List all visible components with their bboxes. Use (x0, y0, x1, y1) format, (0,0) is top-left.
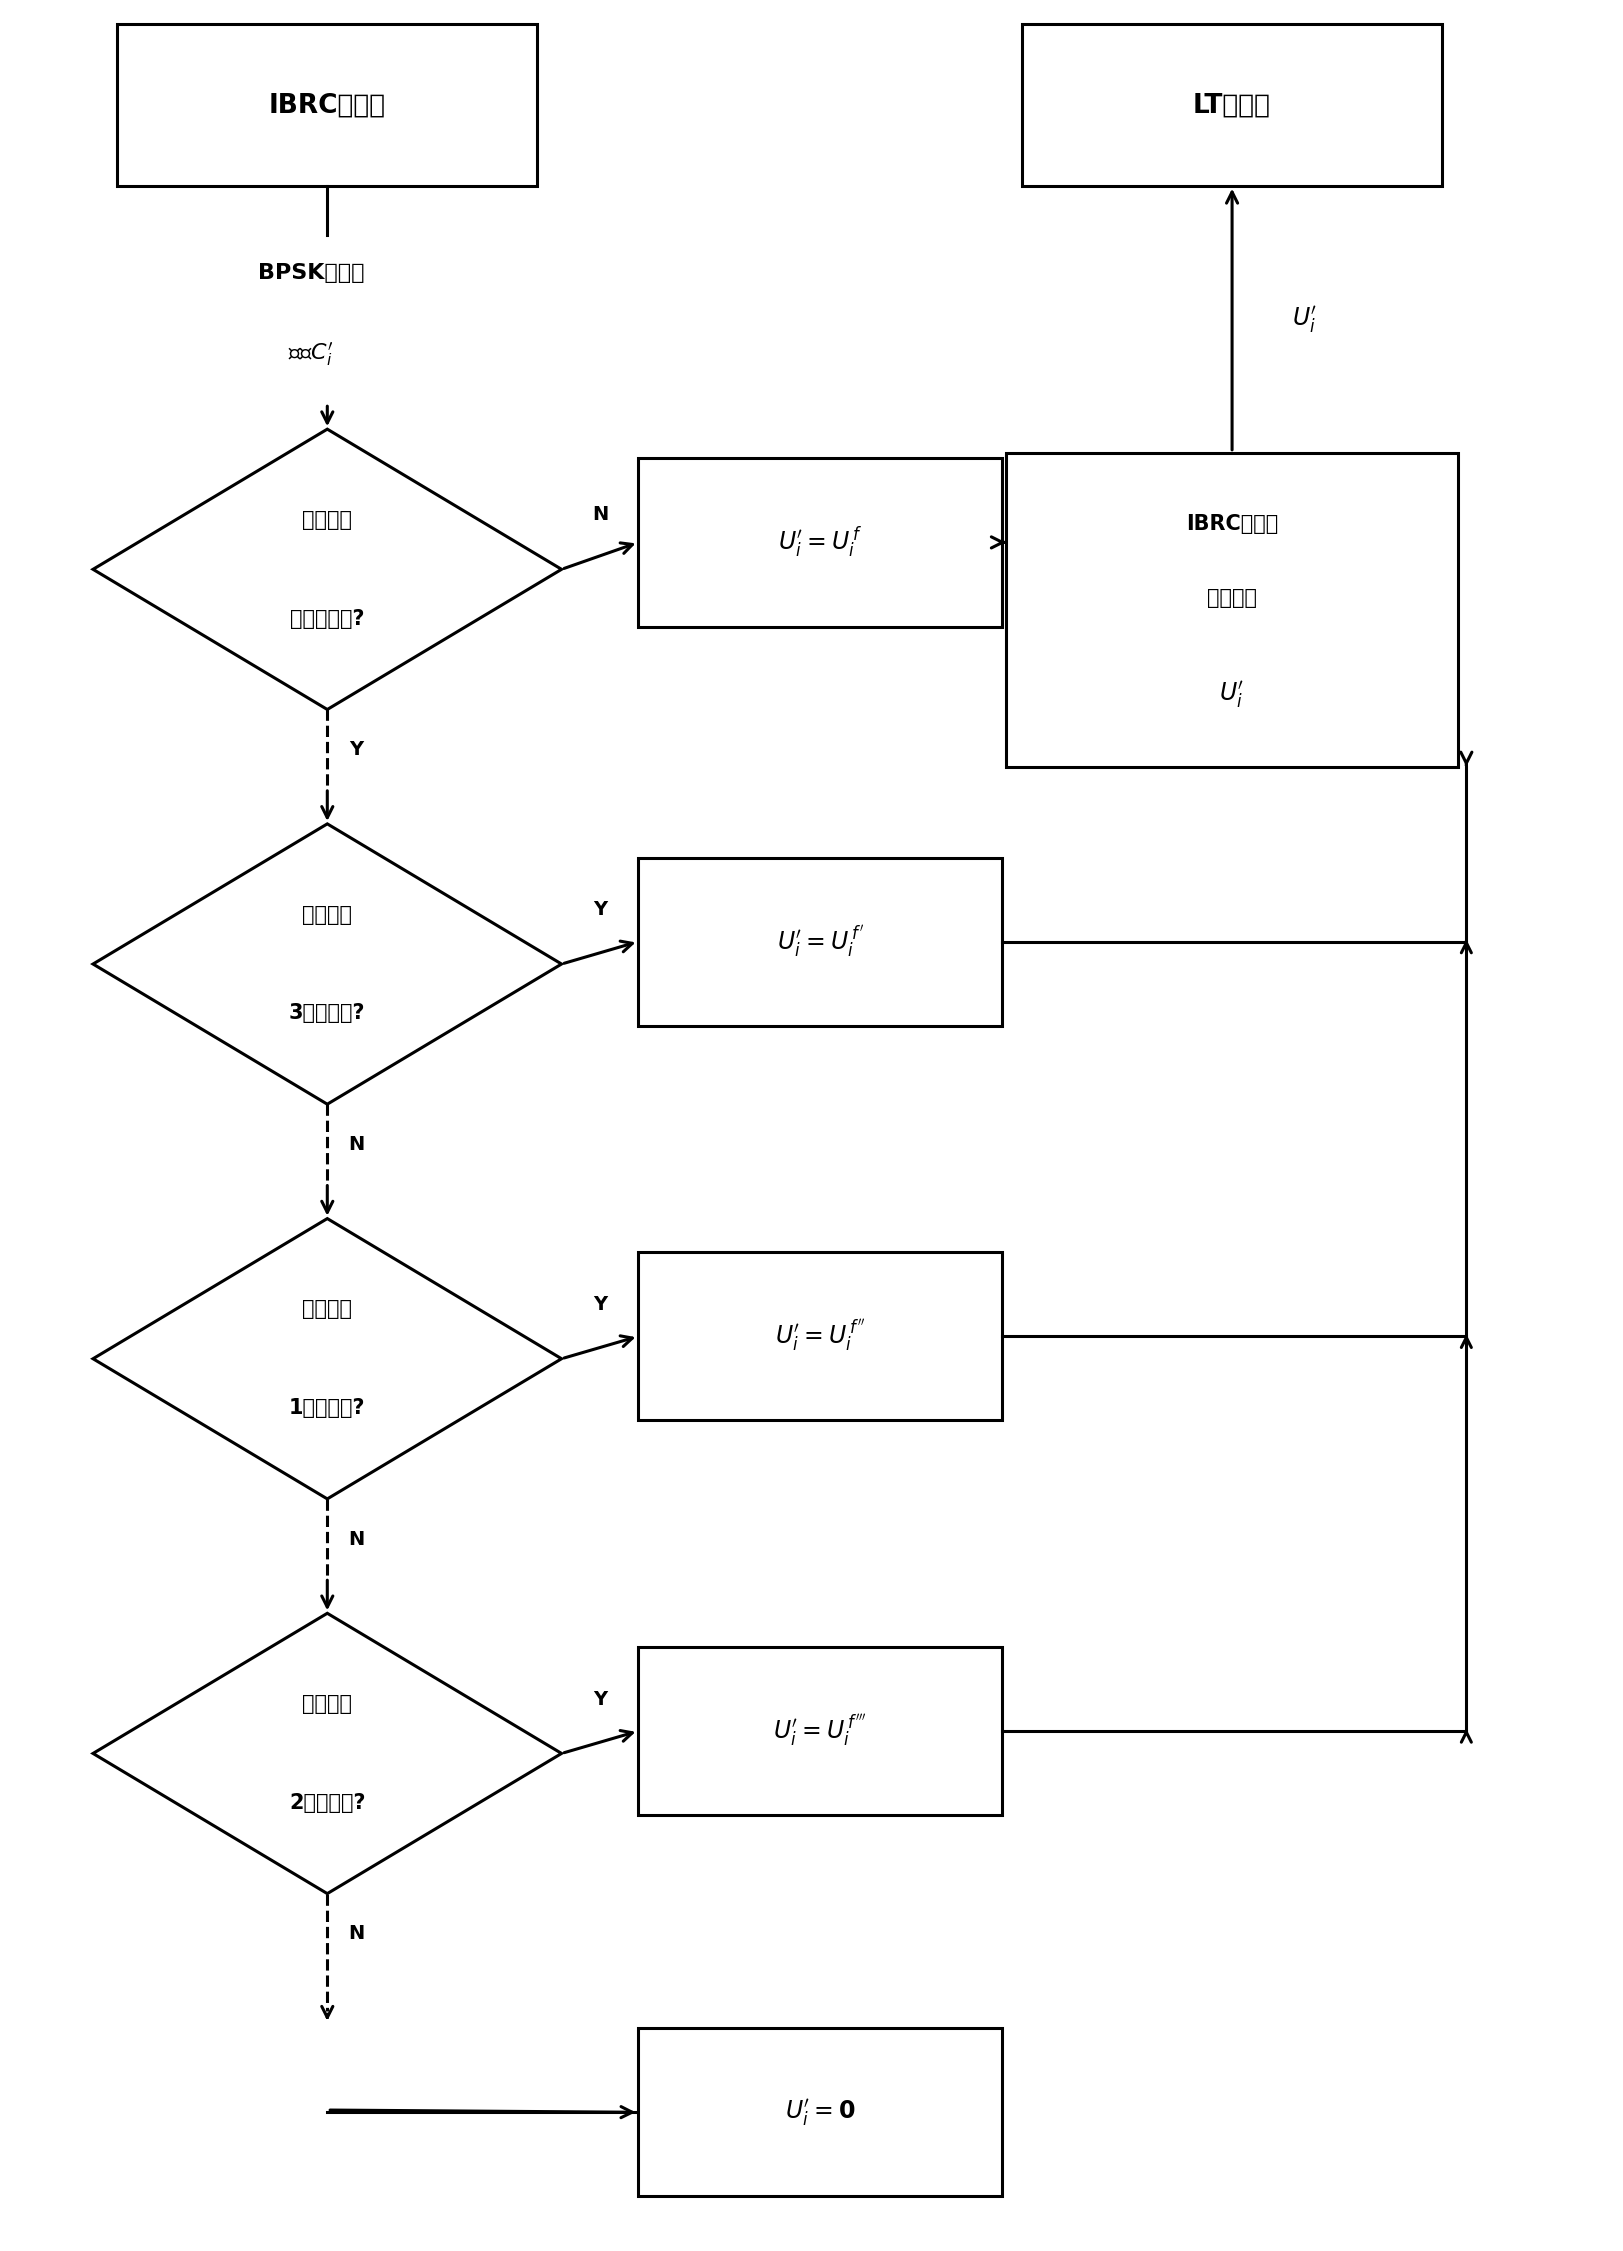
Text: 得到$C_i'$: 得到$C_i'$ (287, 340, 334, 367)
Text: BPSK解调，: BPSK解调， (258, 263, 364, 284)
Bar (1021, 25, 1441, 187)
Text: Y: Y (592, 1294, 607, 1315)
Text: $U_i' = U_i^{\,f'}$: $U_i' = U_i^{\,f'}$ (776, 923, 863, 959)
Text: 码字包含: 码字包含 (302, 1299, 352, 1319)
Text: N: N (347, 1925, 364, 1943)
Polygon shape (93, 1218, 562, 1499)
Text: IBRC解码器: IBRC解码器 (268, 92, 386, 117)
Text: Y: Y (592, 900, 607, 918)
Text: 2比特错误?: 2比特错误? (289, 1792, 365, 1812)
Text: IBRC解码器: IBRC解码器 (1185, 515, 1277, 533)
Text: 码字包含: 码字包含 (302, 1695, 352, 1713)
Text: $U_i'$: $U_i'$ (1292, 304, 1316, 335)
Text: $U_i' = U_i^{\,f''}$: $U_i' = U_i^{\,f''}$ (774, 1319, 865, 1355)
Text: $U_i' = \mathbf{0}$: $U_i' = \mathbf{0}$ (784, 2098, 855, 2127)
Bar (117, 25, 537, 187)
Bar (638, 459, 1001, 626)
Text: 输出码字: 输出码字 (1206, 588, 1256, 608)
Text: 码字是否: 码字是否 (302, 511, 352, 529)
Text: Y: Y (592, 1691, 607, 1709)
Text: Y: Y (349, 741, 364, 759)
Text: N: N (347, 1135, 364, 1155)
Text: 1比特错误?: 1比特错误? (289, 1398, 365, 1418)
Text: N: N (591, 506, 607, 524)
Bar (638, 858, 1001, 1026)
Polygon shape (93, 1614, 562, 1893)
Text: 有传输错误?: 有传输错误? (291, 608, 364, 628)
Text: $U_i'$: $U_i'$ (1219, 680, 1243, 711)
Text: 3比特错误?: 3比特错误? (289, 1004, 365, 1024)
Bar (638, 1648, 1001, 1814)
Polygon shape (93, 430, 562, 709)
Text: LT解码器: LT解码器 (1193, 92, 1271, 117)
Text: 码字包含: 码字包含 (302, 905, 352, 925)
Bar (638, 2028, 1001, 2197)
Polygon shape (93, 824, 562, 1105)
Text: $U_i' = U_i^{\,f}$: $U_i' = U_i^{\,f}$ (777, 524, 862, 560)
Text: N: N (347, 1531, 364, 1549)
Bar (1005, 452, 1457, 768)
Bar (638, 1252, 1001, 1420)
Text: $U_i' = U_i^{\,f'''}$: $U_i' = U_i^{\,f'''}$ (773, 1713, 867, 1749)
